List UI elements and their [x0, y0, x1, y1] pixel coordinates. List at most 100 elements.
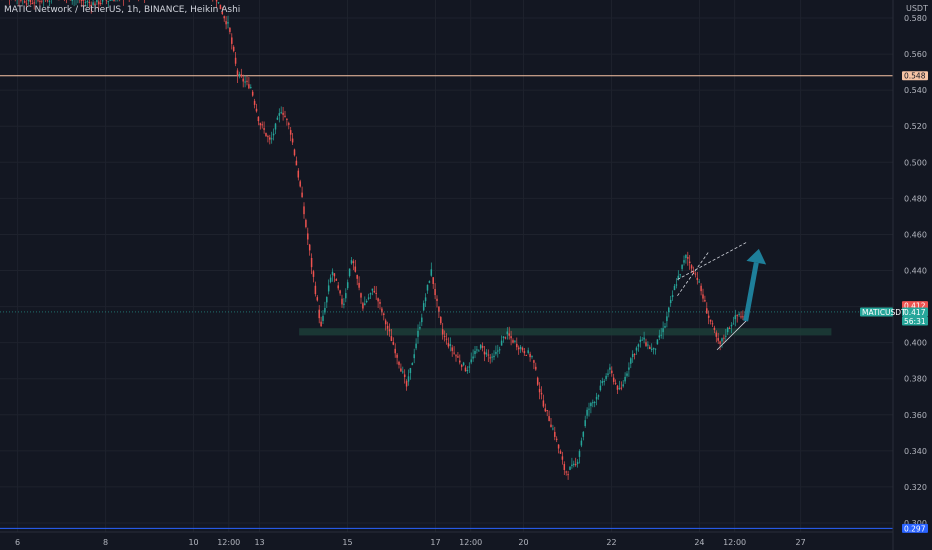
candle-body [379, 302, 381, 304]
candle-body [704, 300, 706, 302]
candle-body [426, 284, 429, 291]
candle-body [464, 367, 467, 372]
candle-body [569, 466, 571, 470]
candle-body [111, 0, 113, 1]
candle-body [291, 138, 294, 143]
candle-body [483, 351, 486, 355]
candle-body [358, 282, 360, 288]
candle-body [455, 355, 457, 357]
rising-support-line [716, 318, 749, 351]
candle-body [362, 303, 364, 309]
candle-body [421, 317, 423, 323]
candle-body [536, 377, 539, 385]
candle-body [707, 315, 710, 318]
candle-body [434, 288, 436, 296]
candle-body [603, 381, 605, 383]
candle-body [402, 371, 404, 373]
candle-body [481, 345, 484, 348]
time-tick-label: 6 [15, 538, 20, 547]
candle-body [574, 464, 577, 466]
candle-body [367, 297, 370, 299]
candle-body [550, 424, 552, 428]
candle-body [630, 358, 632, 364]
candle-body [84, 2, 87, 4]
candle-body [742, 316, 744, 318]
candle-body [250, 87, 252, 89]
candle-body [643, 337, 645, 340]
price-axis[interactable]: 0.580 0.560 0.540 0.520 0.500 0.480 0.460 0.440… [904, 14, 927, 528]
candle-body [702, 294, 704, 299]
candle-body [318, 309, 320, 319]
time-axis[interactable]: 6 8 10 12:00 13 15 17 12:00 20 22 24 12:00 27 [15, 538, 806, 547]
candle-body [265, 133, 267, 137]
candle-body [308, 244, 311, 251]
time-tick-label: 24 [694, 538, 704, 547]
candle-body [428, 281, 431, 283]
resistance-price-tag-bg [902, 71, 928, 81]
candle-body [485, 352, 488, 355]
candle-body [257, 116, 260, 122]
price-tick-label: 0.320 [904, 483, 927, 492]
candle-body [365, 300, 368, 303]
candle-body [628, 367, 630, 370]
candle-body [584, 420, 586, 427]
candle-body [278, 113, 281, 116]
resistance-price-tag: 0.548 [904, 72, 926, 81]
candle-body [403, 374, 406, 378]
candle-body [728, 328, 731, 330]
candle-body [307, 233, 309, 240]
candle-body [580, 440, 583, 446]
candle-body [460, 364, 463, 367]
candle-body [236, 70, 239, 77]
candle-body [664, 326, 666, 328]
candle-body [215, 0, 218, 2]
candle-body [639, 339, 642, 342]
candle-body [33, 2, 35, 4]
candle-body [721, 338, 723, 342]
candle-body [673, 285, 676, 291]
candle-body [723, 337, 725, 339]
candle-body [238, 74, 241, 77]
candle-body [246, 80, 248, 82]
candle-body [462, 362, 465, 366]
price-tick-label: 0.500 [904, 158, 927, 167]
candle-body [508, 333, 510, 336]
candle-body [82, 0, 85, 1]
candle-body [730, 324, 733, 327]
candle-body [20, 0, 22, 1]
candle-body [223, 16, 225, 19]
candle-body [86, 1, 89, 3]
candle-body [272, 133, 275, 136]
price-tick-label: 0.400 [904, 339, 927, 348]
candle-body [345, 293, 347, 299]
candle-body [107, 1, 110, 3]
candle-body [255, 108, 258, 112]
candle-body [504, 337, 507, 339]
candle-body [736, 315, 738, 317]
time-tick-label: 20 [518, 538, 528, 547]
candle-body [109, 0, 111, 1]
candle-body [478, 350, 480, 352]
candle-body [489, 357, 491, 359]
candle-body [457, 356, 459, 358]
candle-body [259, 123, 262, 126]
bottom-price-tag: 0.297 [904, 524, 926, 533]
candle-body [41, 0, 43, 2]
candle-body [698, 281, 700, 283]
candle-body [251, 91, 254, 96]
candle-body [706, 308, 708, 314]
price-tick-label: 0.520 [904, 122, 927, 131]
candle-body [654, 348, 657, 350]
candle-body [506, 331, 509, 335]
candle-body [567, 474, 569, 476]
channel-upper-line [677, 241, 749, 280]
candle-body [717, 338, 719, 341]
candle-body [611, 370, 613, 374]
candle-body [512, 340, 514, 343]
candle-body [324, 307, 326, 313]
candle-body [101, 0, 104, 2]
candle-body [94, 3, 96, 6]
candle-body [99, 2, 102, 4]
candle-body [314, 285, 317, 295]
